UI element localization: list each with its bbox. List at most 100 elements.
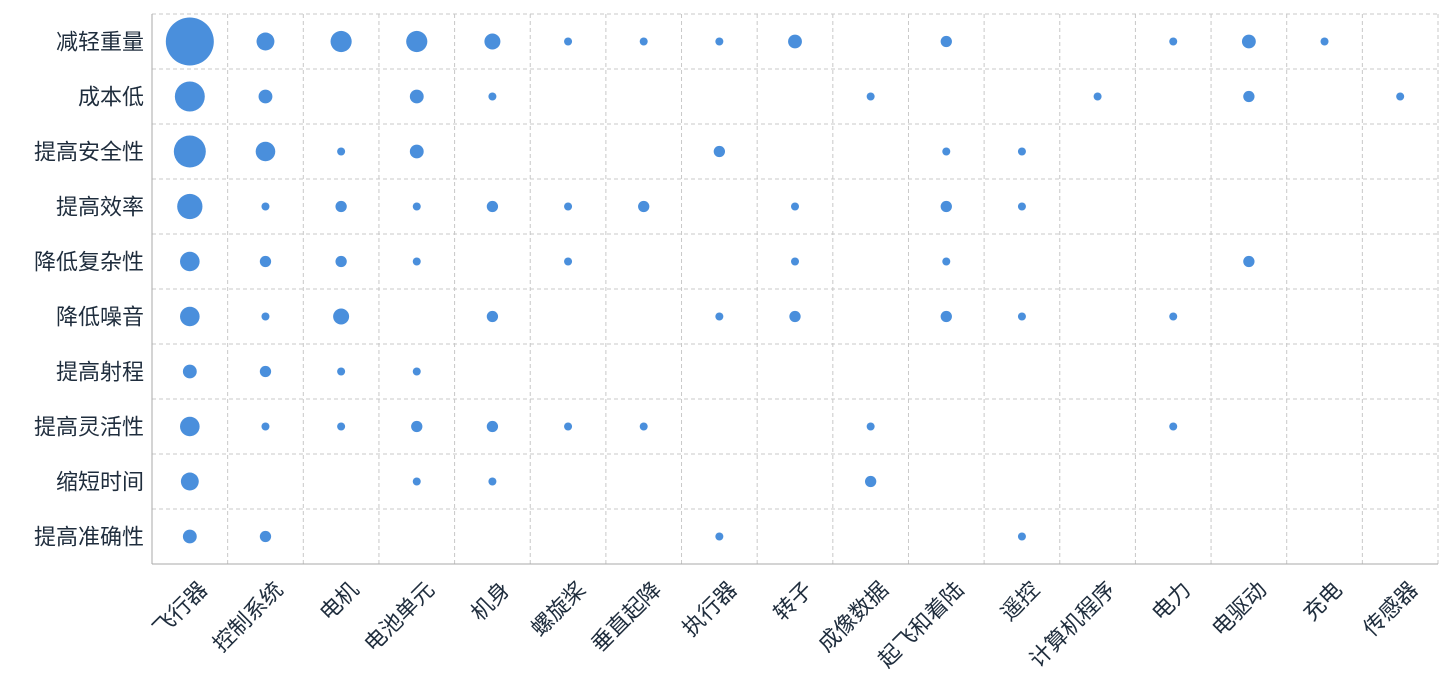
y-tick-label: 缩短时间 bbox=[56, 471, 144, 496]
y-tick-label: 提高安全性 bbox=[34, 141, 144, 166]
bubble bbox=[413, 368, 421, 376]
bubble bbox=[487, 421, 498, 432]
bubble bbox=[942, 148, 950, 156]
bubble bbox=[181, 473, 199, 491]
x-tick-label: 电力 bbox=[1148, 577, 1197, 626]
bubble bbox=[260, 256, 271, 267]
bubble bbox=[1169, 423, 1177, 431]
chart: 减轻重量成本低提高安全性提高效率降低复杂性降低噪音提高射程提高灵活性缩短时间提高… bbox=[0, 0, 1447, 673]
bubble bbox=[640, 423, 648, 431]
bubble bbox=[1169, 313, 1177, 321]
x-tick-label: 控制系统 bbox=[209, 577, 289, 657]
bubble bbox=[410, 90, 424, 104]
bubble bbox=[488, 93, 496, 101]
bubble bbox=[183, 365, 197, 379]
bubble bbox=[1018, 313, 1026, 321]
bubble bbox=[1243, 91, 1254, 102]
bubble bbox=[715, 38, 723, 46]
bubble bbox=[865, 476, 876, 487]
bubble bbox=[941, 36, 952, 47]
x-tick-label: 传感器 bbox=[1359, 577, 1423, 641]
bubble bbox=[261, 313, 269, 321]
bubble bbox=[337, 423, 345, 431]
bubble bbox=[413, 203, 421, 211]
bubble bbox=[564, 203, 572, 211]
x-tick-label: 执行器 bbox=[678, 577, 742, 641]
bubble bbox=[564, 38, 572, 46]
bubble bbox=[488, 478, 496, 486]
bubble bbox=[1242, 35, 1256, 49]
bubble bbox=[564, 423, 572, 431]
bubble bbox=[411, 421, 422, 432]
x-tick-label: 电驱动 bbox=[1208, 577, 1272, 641]
y-tick-label: 降低复杂性 bbox=[34, 251, 144, 276]
bubble bbox=[789, 311, 800, 322]
bubble bbox=[256, 142, 276, 162]
bubble bbox=[715, 533, 723, 541]
bubble bbox=[413, 258, 421, 266]
bubble bbox=[867, 423, 875, 431]
bubble bbox=[564, 258, 572, 266]
bubble bbox=[942, 258, 950, 266]
y-tick-label: 成本低 bbox=[78, 86, 144, 111]
bubble bbox=[175, 82, 205, 112]
bubble bbox=[335, 201, 346, 212]
x-tick-label: 成像数据 bbox=[814, 577, 894, 657]
x-tick-label: 遥控 bbox=[996, 577, 1045, 626]
x-tick-label: 充电 bbox=[1299, 577, 1348, 626]
bubble bbox=[166, 18, 214, 66]
bubble bbox=[487, 311, 498, 322]
bubble bbox=[183, 530, 197, 544]
y-tick-label: 降低噪音 bbox=[56, 306, 144, 331]
bubble bbox=[1243, 256, 1254, 267]
y-tick-label: 提高效率 bbox=[56, 196, 144, 221]
bubble bbox=[180, 252, 200, 272]
bubble bbox=[487, 201, 498, 212]
x-tick-label: 飞行器 bbox=[149, 577, 213, 641]
bubble bbox=[413, 478, 421, 486]
bubble bbox=[337, 368, 345, 376]
bubble bbox=[1094, 93, 1102, 101]
bubble bbox=[941, 201, 952, 212]
bubble bbox=[259, 90, 273, 104]
x-tick-label: 螺旋桨 bbox=[527, 577, 591, 641]
x-tick-label: 转子 bbox=[769, 577, 818, 626]
bubble bbox=[180, 417, 200, 437]
bubble bbox=[261, 203, 269, 211]
bubble bbox=[867, 93, 875, 101]
y-tick-label: 减轻重量 bbox=[56, 31, 144, 56]
bubble bbox=[638, 201, 649, 212]
bubble bbox=[260, 531, 271, 542]
bubble bbox=[406, 31, 427, 52]
y-tick-label: 提高准确性 bbox=[34, 526, 144, 551]
bubble bbox=[257, 33, 275, 51]
bubble bbox=[1018, 148, 1026, 156]
bubble bbox=[791, 203, 799, 211]
bubble bbox=[791, 258, 799, 266]
bubble bbox=[180, 307, 200, 327]
bubble bbox=[714, 146, 725, 157]
y-tick-label: 提高射程 bbox=[56, 361, 144, 386]
bubble bbox=[331, 31, 352, 52]
bubble bbox=[337, 148, 345, 156]
bubble bbox=[1018, 203, 1026, 211]
bubble bbox=[260, 366, 271, 377]
bubble bbox=[1321, 38, 1329, 46]
bubble bbox=[715, 313, 723, 321]
bubble bbox=[788, 35, 802, 49]
bubble bbox=[640, 38, 648, 46]
y-tick-label: 提高灵活性 bbox=[34, 416, 144, 441]
bubble bbox=[174, 136, 206, 168]
x-tick-label: 电池单元 bbox=[360, 577, 440, 657]
bubble bbox=[261, 423, 269, 431]
x-tick-label: 机身 bbox=[467, 577, 516, 626]
bubble bbox=[410, 145, 424, 159]
bubble bbox=[1018, 533, 1026, 541]
bubble bbox=[333, 309, 349, 325]
bubble bbox=[335, 256, 346, 267]
bubble bbox=[1169, 38, 1177, 46]
bubble bbox=[941, 311, 952, 322]
bubble bbox=[1396, 93, 1404, 101]
x-tick-label: 电机 bbox=[315, 577, 364, 626]
bubble bbox=[484, 34, 500, 50]
